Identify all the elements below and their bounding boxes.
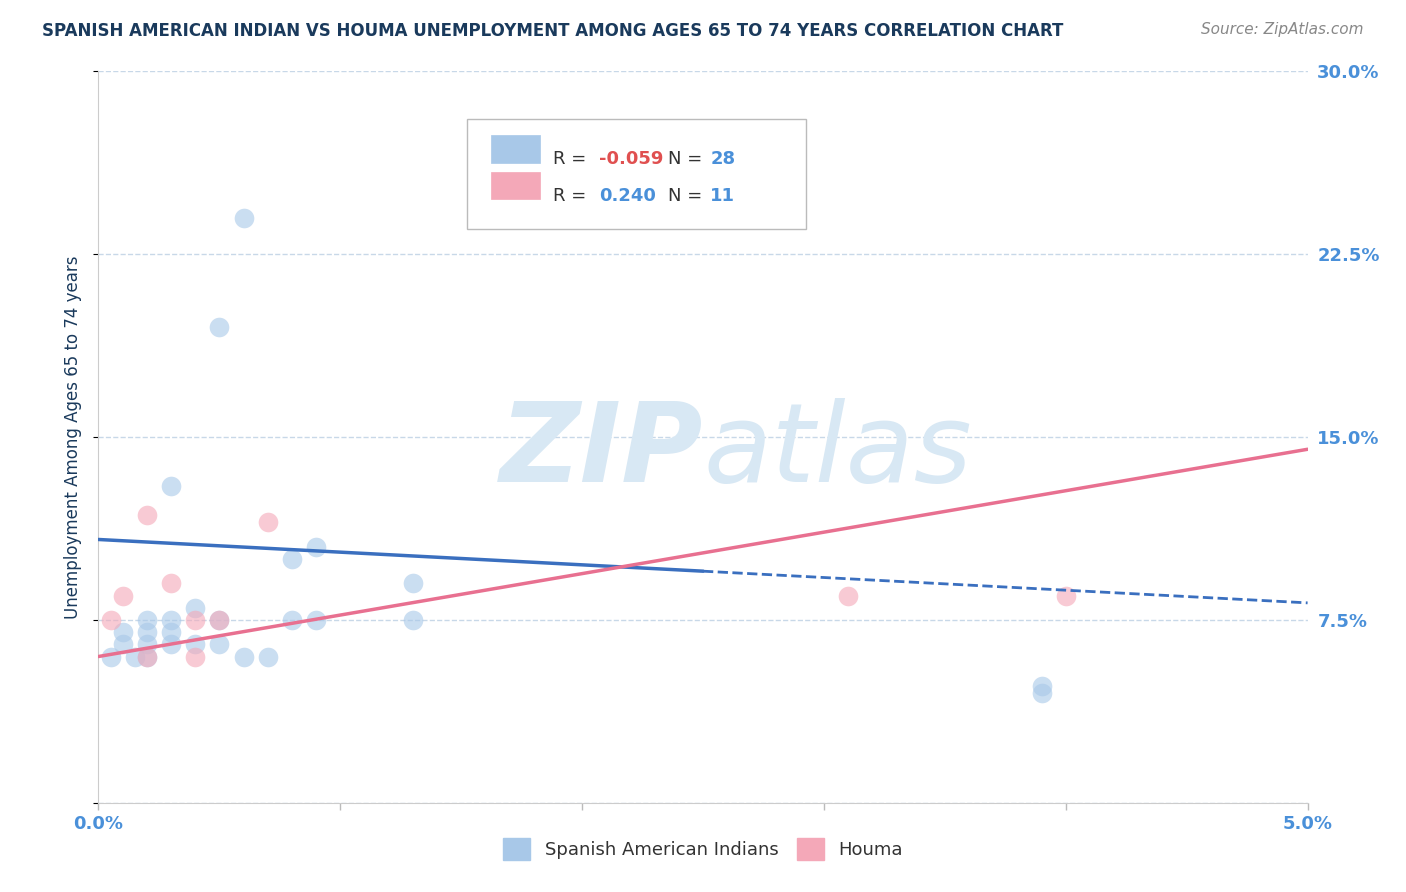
- Text: R =: R =: [553, 151, 592, 169]
- Point: [135, 649, 157, 664]
- Point: [256, 516, 278, 530]
- Point: [1031, 686, 1053, 700]
- Point: [135, 508, 157, 522]
- Text: N =: N =: [668, 187, 714, 205]
- Point: [208, 320, 231, 334]
- Point: [100, 613, 122, 627]
- Point: [160, 479, 183, 493]
- Text: atlas: atlas: [703, 398, 972, 505]
- Point: [305, 613, 328, 627]
- Point: [402, 576, 425, 591]
- Text: 28: 28: [710, 151, 735, 169]
- Point: [208, 613, 231, 627]
- Point: [1054, 589, 1077, 603]
- Point: [256, 649, 278, 664]
- Text: N =: N =: [668, 151, 709, 169]
- Point: [135, 625, 157, 640]
- Point: [135, 613, 157, 627]
- Point: [281, 552, 304, 566]
- Point: [232, 649, 254, 664]
- Point: [100, 649, 122, 664]
- Point: [208, 637, 231, 651]
- Point: [160, 576, 183, 591]
- FancyBboxPatch shape: [492, 135, 540, 163]
- Point: [111, 589, 134, 603]
- Point: [160, 637, 183, 651]
- Text: 0.240: 0.240: [599, 187, 655, 205]
- Point: [184, 600, 207, 615]
- Point: [402, 613, 425, 627]
- Point: [232, 211, 254, 225]
- Legend: Spanish American Indians, Houma: Spanish American Indians, Houma: [496, 830, 910, 867]
- Point: [160, 613, 183, 627]
- Text: SPANISH AMERICAN INDIAN VS HOUMA UNEMPLOYMENT AMONG AGES 65 TO 74 YEARS CORRELAT: SPANISH AMERICAN INDIAN VS HOUMA UNEMPLO…: [42, 22, 1063, 40]
- Point: [111, 637, 134, 651]
- Text: -0.059: -0.059: [599, 151, 664, 169]
- Text: ZIP: ZIP: [499, 398, 703, 505]
- Point: [184, 637, 207, 651]
- Point: [160, 625, 183, 640]
- Text: 11: 11: [710, 187, 735, 205]
- Text: R =: R =: [553, 187, 598, 205]
- FancyBboxPatch shape: [467, 119, 806, 228]
- Point: [281, 613, 304, 627]
- Point: [208, 613, 231, 627]
- Point: [184, 649, 207, 664]
- Point: [305, 540, 328, 554]
- Y-axis label: Unemployment Among Ages 65 to 74 years: Unemployment Among Ages 65 to 74 years: [65, 255, 83, 619]
- Point: [184, 613, 207, 627]
- Point: [124, 649, 146, 664]
- Point: [135, 649, 157, 664]
- Point: [111, 625, 134, 640]
- Point: [135, 637, 157, 651]
- FancyBboxPatch shape: [492, 171, 540, 199]
- Point: [1031, 679, 1053, 693]
- Point: [837, 589, 859, 603]
- Text: Source: ZipAtlas.com: Source: ZipAtlas.com: [1201, 22, 1364, 37]
